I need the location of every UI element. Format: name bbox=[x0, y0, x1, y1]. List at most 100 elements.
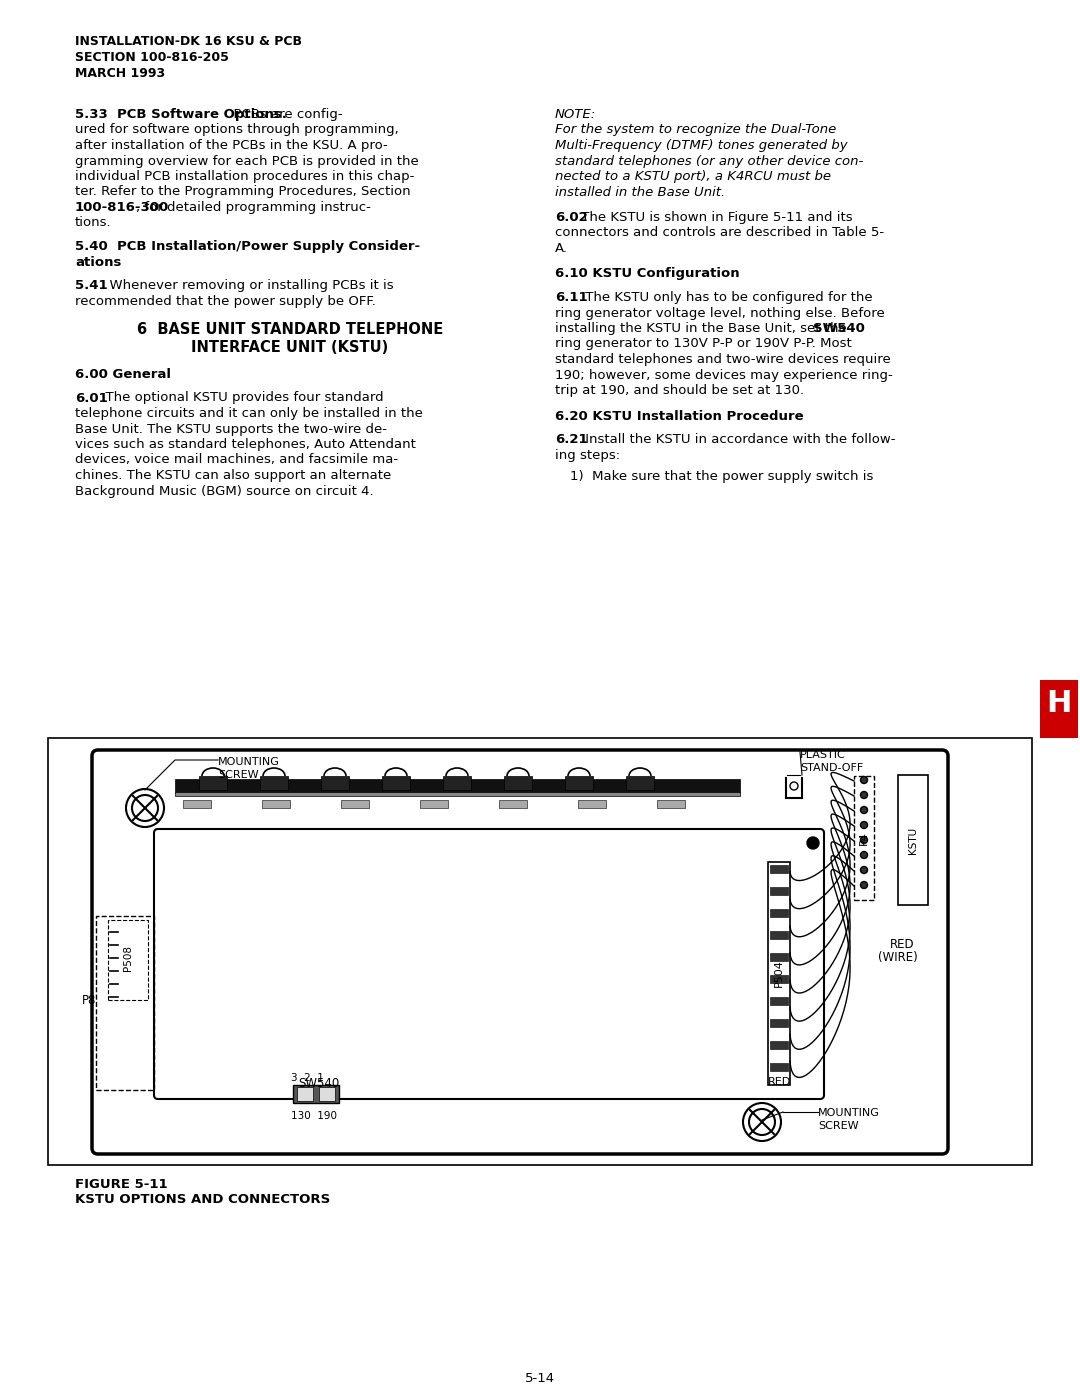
Text: 6.02: 6.02 bbox=[555, 211, 588, 224]
Bar bbox=[96, 916, 154, 1090]
Bar bbox=[443, 775, 471, 789]
Text: INTERFACE UNIT (KSTU): INTERFACE UNIT (KSTU) bbox=[191, 339, 389, 355]
Text: standard telephones (or any other device con-: standard telephones (or any other device… bbox=[555, 155, 863, 168]
Circle shape bbox=[132, 795, 158, 821]
Text: 6.00 General: 6.00 General bbox=[75, 367, 171, 381]
Text: gramming overview for each PCB is provided in the: gramming overview for each PCB is provid… bbox=[75, 155, 419, 168]
Text: tions.: tions. bbox=[75, 217, 111, 229]
Text: The KSTU only has to be configured for the: The KSTU only has to be configured for t… bbox=[581, 291, 873, 305]
Bar bbox=[1040, 680, 1078, 738]
Text: (WIRE): (WIRE) bbox=[878, 951, 918, 964]
Text: connectors and controls are described in Table 5-: connectors and controls are described in… bbox=[555, 226, 885, 239]
Text: MOUNTING: MOUNTING bbox=[218, 757, 280, 767]
Bar bbox=[199, 775, 227, 789]
Text: 6.20 KSTU Installation Procedure: 6.20 KSTU Installation Procedure bbox=[555, 409, 804, 422]
Text: KSTU: KSTU bbox=[908, 827, 918, 854]
Bar bbox=[175, 792, 740, 796]
Bar bbox=[260, 775, 288, 789]
Bar bbox=[262, 800, 291, 807]
Text: 100-816-300: 100-816-300 bbox=[75, 201, 170, 214]
Circle shape bbox=[743, 1104, 781, 1141]
Bar bbox=[768, 862, 789, 1085]
Text: 5.33  PCB Software Options.: 5.33 PCB Software Options. bbox=[75, 108, 287, 122]
Text: 3  2  1: 3 2 1 bbox=[291, 1073, 324, 1083]
Text: The optional KSTU provides four standard: The optional KSTU provides four standard bbox=[97, 391, 383, 405]
Text: STAND-OFF: STAND-OFF bbox=[800, 763, 863, 773]
Text: P508: P508 bbox=[123, 944, 133, 971]
Text: after installation of the PCBs in the KSU. A pro-: after installation of the PCBs in the KS… bbox=[75, 138, 388, 152]
Bar bbox=[770, 1041, 788, 1049]
Bar bbox=[770, 930, 788, 939]
Circle shape bbox=[861, 882, 867, 888]
Text: ations: ations bbox=[75, 256, 121, 268]
Bar bbox=[183, 800, 211, 807]
Text: chines. The KSTU can also support an alternate: chines. The KSTU can also support an alt… bbox=[75, 469, 391, 482]
Text: ing steps:: ing steps: bbox=[555, 448, 620, 461]
Circle shape bbox=[861, 821, 867, 828]
Text: SECTION 100-816-205: SECTION 100-816-205 bbox=[75, 52, 229, 64]
Text: devices, voice mail machines, and facsimile ma-: devices, voice mail machines, and facsim… bbox=[75, 454, 399, 467]
FancyBboxPatch shape bbox=[154, 828, 824, 1099]
Text: RED: RED bbox=[890, 937, 915, 951]
Text: ter. Refer to the Programming Procedures, Section: ter. Refer to the Programming Procedures… bbox=[75, 186, 410, 198]
Bar bbox=[499, 800, 527, 807]
Bar bbox=[420, 800, 448, 807]
Text: installed in the Base Unit.: installed in the Base Unit. bbox=[555, 186, 726, 198]
Text: For the system to recognize the Dual-Tone: For the system to recognize the Dual-Ton… bbox=[555, 123, 836, 137]
Circle shape bbox=[750, 1109, 775, 1134]
Bar bbox=[770, 1063, 788, 1071]
Bar bbox=[297, 1087, 313, 1101]
Bar bbox=[321, 775, 349, 789]
Bar bbox=[770, 953, 788, 961]
Bar bbox=[319, 1087, 335, 1101]
Text: Background Music (BGM) source on circuit 4.: Background Music (BGM) source on circuit… bbox=[75, 485, 374, 497]
Circle shape bbox=[861, 792, 867, 799]
Bar bbox=[565, 775, 593, 789]
Text: A.: A. bbox=[555, 242, 568, 256]
Bar bbox=[578, 800, 606, 807]
Text: FIGURE 5-11: FIGURE 5-11 bbox=[75, 1178, 167, 1192]
Text: SW540: SW540 bbox=[298, 1077, 339, 1090]
Text: 6.01: 6.01 bbox=[75, 391, 108, 405]
Text: ured for software options through programming,: ured for software options through progra… bbox=[75, 123, 399, 137]
Bar bbox=[770, 1018, 788, 1027]
Bar bbox=[770, 997, 788, 1004]
Bar bbox=[504, 775, 532, 789]
Text: PLASTIC: PLASTIC bbox=[800, 750, 846, 760]
Text: 5.40  PCB Installation/Power Supply Consider-: 5.40 PCB Installation/Power Supply Consi… bbox=[75, 240, 420, 253]
Text: RED: RED bbox=[768, 1077, 792, 1087]
Text: vices such as standard telephones, Auto Attendant: vices such as standard telephones, Auto … bbox=[75, 439, 416, 451]
Text: The KSTU is shown in Figure 5-11 and its: The KSTU is shown in Figure 5-11 and its bbox=[577, 211, 853, 224]
Bar bbox=[175, 780, 740, 793]
Bar bbox=[626, 775, 654, 789]
Text: Install the KSTU in accordance with the follow-: Install the KSTU in accordance with the … bbox=[581, 433, 895, 446]
Text: telephone circuits and it can only be installed in the: telephone circuits and it can only be in… bbox=[75, 407, 423, 420]
Bar bbox=[108, 921, 148, 1000]
Bar bbox=[854, 775, 874, 900]
Text: MARCH 1993: MARCH 1993 bbox=[75, 67, 165, 80]
Text: ring generator to 130V P-P or 190V P-P. Most: ring generator to 130V P-P or 190V P-P. … bbox=[555, 338, 852, 351]
Text: KSTU OPTIONS AND CONNECTORS: KSTU OPTIONS AND CONNECTORS bbox=[75, 1193, 330, 1206]
Text: H: H bbox=[1047, 690, 1071, 718]
Text: NOTE:: NOTE: bbox=[555, 108, 596, 122]
Text: P4: P4 bbox=[859, 831, 869, 845]
Circle shape bbox=[807, 837, 819, 849]
Text: PCBs are config-: PCBs are config- bbox=[225, 108, 342, 122]
Text: SCREW: SCREW bbox=[218, 770, 258, 780]
Text: 6.11: 6.11 bbox=[555, 291, 588, 305]
Text: Base Unit. The KSTU supports the two-wire de-: Base Unit. The KSTU supports the two-wir… bbox=[75, 422, 387, 436]
Circle shape bbox=[861, 852, 867, 859]
Circle shape bbox=[861, 837, 867, 844]
Circle shape bbox=[861, 806, 867, 813]
Text: 5-14: 5-14 bbox=[525, 1372, 555, 1384]
Text: Multi-Frequency (DTMF) tones generated by: Multi-Frequency (DTMF) tones generated b… bbox=[555, 138, 848, 152]
Text: 6.21: 6.21 bbox=[555, 433, 588, 446]
Text: installing the KSTU in the Base Unit, set the: installing the KSTU in the Base Unit, se… bbox=[555, 321, 851, 335]
Text: P504: P504 bbox=[774, 960, 784, 986]
Text: 190; however, some devices may experience ring-: 190; however, some devices may experienc… bbox=[555, 369, 893, 381]
Bar bbox=[770, 865, 788, 873]
Circle shape bbox=[861, 777, 867, 784]
Text: trip at 190, and should be set at 130.: trip at 190, and should be set at 130. bbox=[555, 384, 805, 397]
Text: 6.10 KSTU Configuration: 6.10 KSTU Configuration bbox=[555, 267, 740, 281]
Text: MOUNTING: MOUNTING bbox=[818, 1108, 880, 1118]
